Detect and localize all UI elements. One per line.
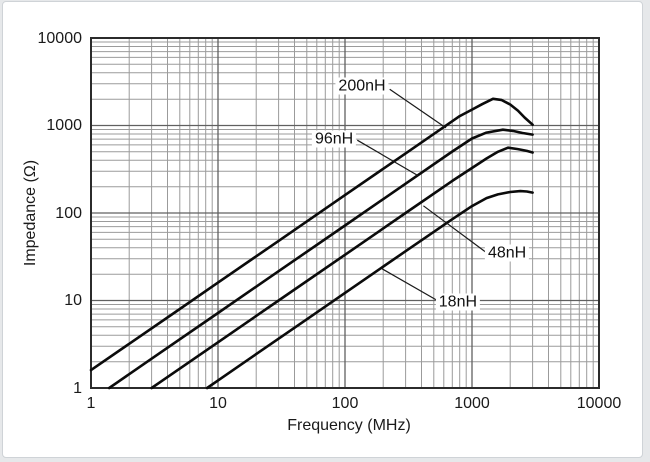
leader-line-18nH — [381, 268, 439, 302]
x-tick-label: 100 — [331, 395, 359, 412]
y-tick-label: 10 — [64, 292, 82, 309]
curve-18nH — [205, 189, 534, 390]
y-tick-label: 1 — [73, 379, 82, 397]
x-tick-label: 1 — [86, 395, 96, 412]
curve-label-200nH: 200nH — [335, 77, 389, 95]
leader-line-200nH — [389, 88, 447, 129]
curve-96nH — [107, 128, 534, 390]
chart-card — [2, 1, 643, 458]
x-tick-label: 1000 — [454, 395, 490, 412]
curve-label-48nH: 48nH — [484, 244, 530, 262]
leader-line-48nH — [423, 205, 486, 253]
curve-label-96nH: 96nH — [311, 130, 357, 148]
y-tick-label: 1000 — [46, 117, 82, 134]
curve-48nH — [150, 146, 534, 390]
y-tick-label: 10000 — [37, 29, 83, 47]
x-axis-title: Frequency (MHz) — [287, 417, 411, 434]
y-tick-label: 100 — [55, 204, 82, 222]
x-tick-label: 10000 — [576, 395, 622, 412]
x-tick-label: 10 — [209, 395, 227, 412]
curve-label-18nH: 18nH — [435, 293, 481, 311]
leader-line-96nH — [356, 139, 419, 177]
y-axis-title: Impedance (Ω) — [22, 159, 39, 267]
curve-200nH — [89, 97, 534, 372]
